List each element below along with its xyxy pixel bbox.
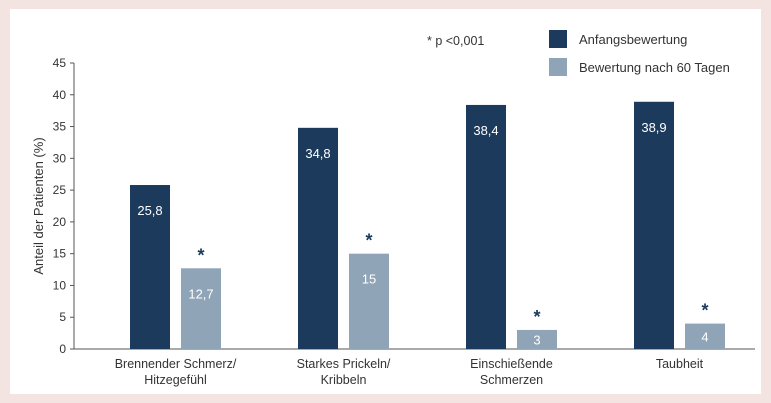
bar-value-label: 38,9 [641,120,666,135]
bar-value-label: 25,8 [137,203,162,218]
bar-value-label: 3 [533,332,540,347]
legend: * p <0,001 Anfangsbewertung Bewertung nach… [427,30,730,76]
y-axis-title: Anteil der Patienten (%) [31,137,46,274]
bar-initial-2 [298,127,338,350]
legend-label: Bewertung nach 60 Tagen [579,60,730,75]
legend-swatch [549,30,567,48]
bar-day60-1 [181,268,221,349]
bar-initial-3 [466,104,506,350]
y-tick-label: 30 [53,151,67,165]
x-category-label: Schmerzen [480,373,543,387]
bars [130,101,725,350]
y-tick-label: 5 [59,310,66,324]
significance-marker: * [365,231,372,251]
significance-note: * p <0,001 [427,34,484,48]
bar-day60-4 [685,323,725,349]
y-tick-label: 10 [53,278,67,292]
significance-marker: * [197,245,204,265]
bar-value-label: 15 [362,272,376,287]
significance-marker: * [701,301,708,321]
labels: 25,8 12,7 * Brennender Schmerz/Hitzegefühl 3… [115,120,709,387]
legend-swatch [549,58,567,76]
axes: 0 5 10 15 20 25 30 35 40 45 Anteil der Patienten (… [31,56,755,356]
bar-day60-3 [517,329,557,349]
y-tick-label: 35 [53,120,67,134]
x-category-label: Einschießende [470,357,553,371]
x-category-label: Hitzegefühl [144,373,207,387]
bar-day60-2 [349,253,389,349]
x-category-label: Starkes Prickeln/ [297,357,391,371]
bar-value-label: 34,8 [305,146,330,161]
legend-label: Anfangsbewertung [579,32,687,47]
x-category-label: Brennender Schmerz/ [115,357,237,371]
bar-initial-1 [130,185,170,349]
bar-value-label: 12,7 [188,286,213,301]
x-category-label: Taubheit [656,357,704,371]
y-tick-label: 0 [59,342,66,356]
y-tick-label: 15 [53,247,67,261]
x-category-label: Kribbeln [321,373,367,387]
bar-value-label: 38,4 [473,123,498,138]
y-tick-label: 40 [53,88,67,102]
bar-value-label: 4 [701,329,708,344]
y-tick-label: 45 [53,56,67,70]
y-tick-label: 20 [53,215,67,229]
significance-marker: * [533,307,540,327]
y-tick-label: 25 [53,183,67,197]
bar-initial-4 [634,101,674,349]
